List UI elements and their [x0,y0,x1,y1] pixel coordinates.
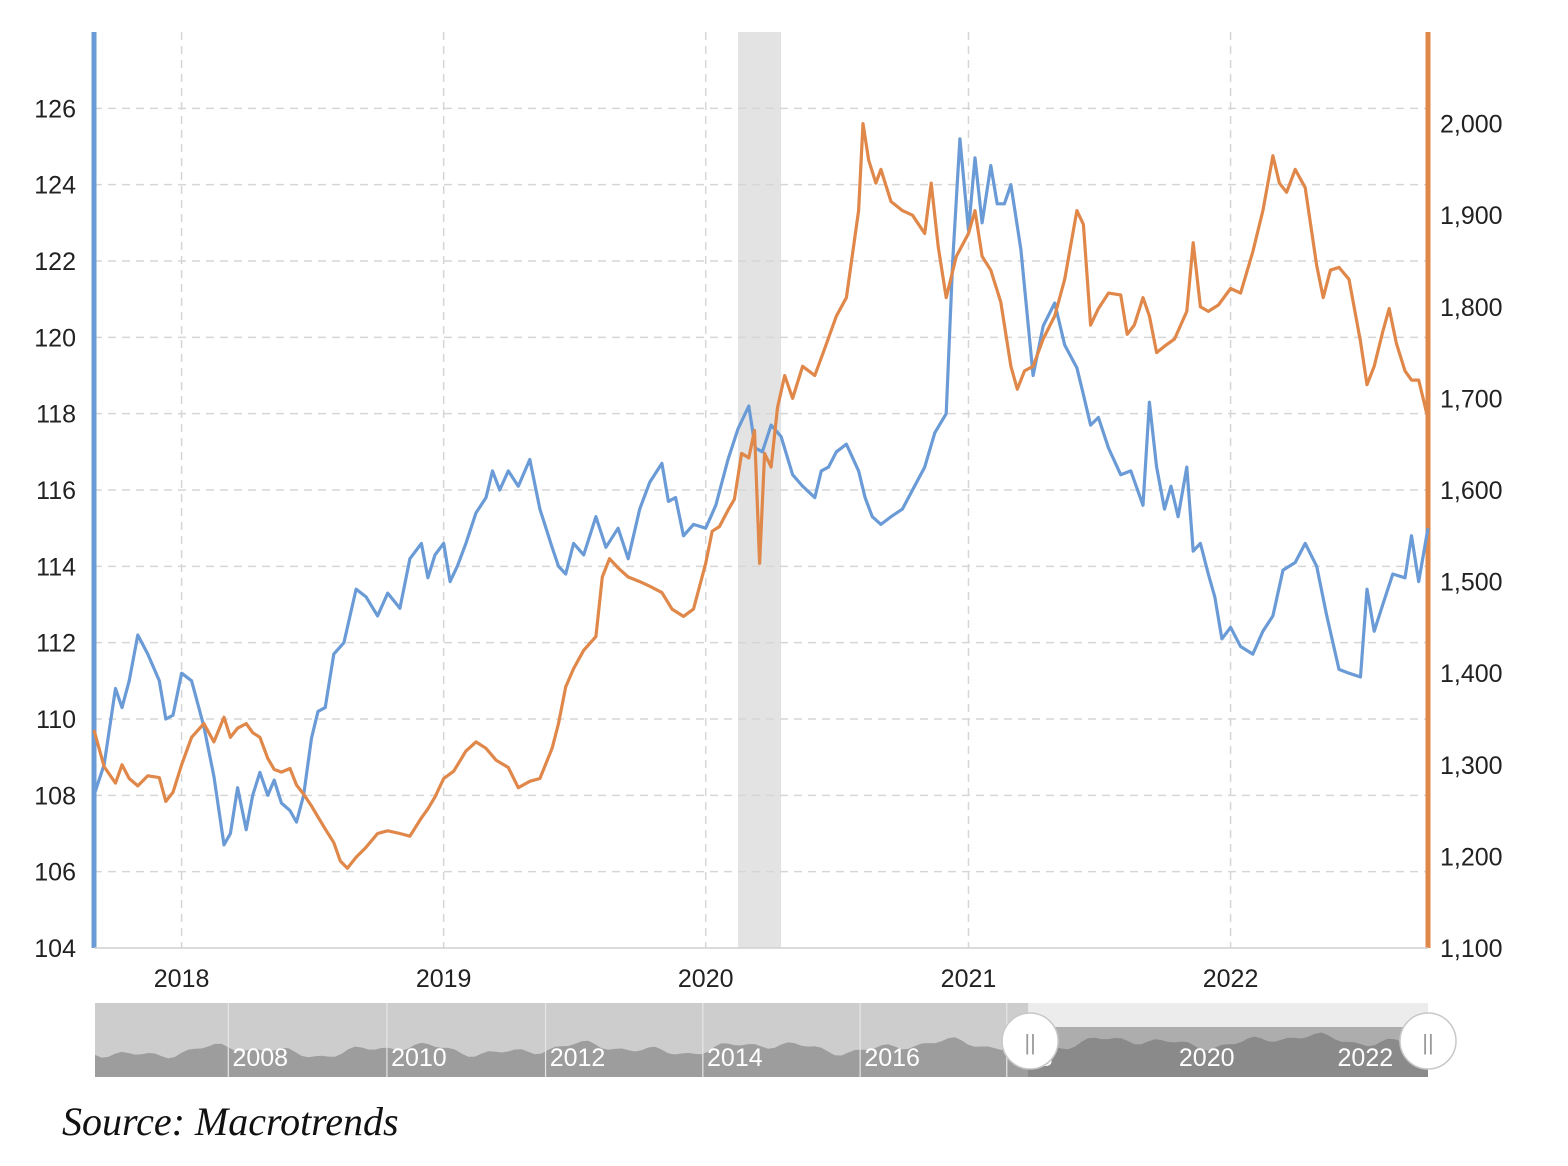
right-tick-label: 1,700 [1440,385,1503,413]
left-tick-label: 114 [36,553,76,581]
navigator-year-label: 2022 [1338,1044,1394,1072]
navigator-year-label: 2012 [550,1044,606,1072]
handle-circle [1001,1012,1059,1070]
right-axis-tick-labels: 1,100 1,200 1,300 1,400 1,500 1,600 1,700 1,800… [1440,111,1503,963]
axis-lines [91,32,1431,949]
left-tick-label: 112 [36,630,76,658]
right-tick-label: 2,000 [1440,111,1503,139]
x-tick-label: 2021 [941,965,997,993]
navigator-left-handle[interactable]: || [1001,1012,1059,1070]
right-tick-label: 1,300 [1440,752,1503,780]
right-tick-label: 1,500 [1440,569,1503,597]
left-tick-label: 124 [34,172,76,200]
left-tick-label: 110 [36,706,76,734]
right-tick-label: 1,200 [1440,843,1503,871]
navigator-selection-overlay [1028,1027,1428,1077]
right-axis-series-line [92,121,1430,870]
x-axis-tick-labels: 2018 2019 2020 2021 2022 [154,965,1259,993]
x-tick-label: 2022 [1203,965,1259,993]
x-tick-label: 2019 [416,965,472,993]
left-tick-label: 116 [36,477,76,505]
navigator-year-label: 2008 [232,1044,288,1072]
left-tick-label: 104 [34,935,76,963]
handle-circle [1399,1012,1457,1070]
right-tick-label: 1,100 [1440,935,1503,963]
left-tick-label: 120 [34,324,76,352]
left-tick-label: 122 [34,248,76,276]
right-tick-label: 1,800 [1440,294,1503,322]
navigator-year-label: 2010 [391,1044,447,1072]
left-axis-series-line [92,137,1430,847]
x-tick-label: 2018 [154,965,210,993]
right-tick-label: 1,900 [1440,202,1503,230]
navigator-year-label: 2014 [707,1044,763,1072]
range-navigator[interactable]: 200820102012201420161820202022|||| [95,1003,1457,1077]
handle-grip-icon: || [1024,1030,1035,1055]
left-tick-label: 126 [34,95,76,123]
navigator-year-label: 2016 [864,1044,920,1072]
navigator-right-handle[interactable]: || [1399,1012,1457,1070]
handle-grip-icon: || [1422,1030,1433,1055]
left-tick-label: 118 [36,401,76,429]
right-tick-label: 1,600 [1440,477,1503,505]
left-axis-tick-labels: 104 106 108 110 112 114 116 118 120 122 124 126 [34,95,76,963]
left-tick-label: 108 [34,782,76,810]
x-tick-label: 2020 [678,965,734,993]
series-lines [92,121,1430,870]
left-tick-label: 106 [34,859,76,887]
right-tick-label: 1,400 [1440,660,1503,688]
source-caption: Source: Macrotrends [62,1099,399,1144]
navigator-year-label: 2020 [1179,1044,1235,1072]
